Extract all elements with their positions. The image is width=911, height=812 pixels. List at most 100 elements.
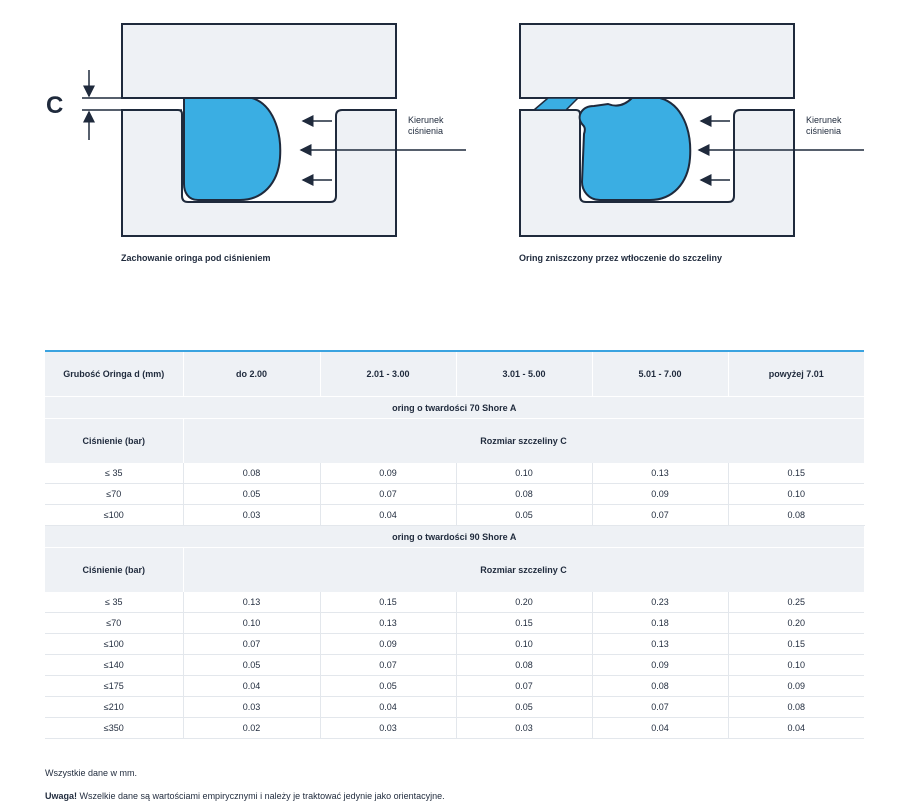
table-header-cell: Grubość Oringa d (mm) (45, 350, 184, 397)
gap-value-cell: 0.04 (320, 696, 457, 718)
caption-left: Zachowanie oringa pod ciśnieniem (121, 253, 271, 263)
oring-right-damaged (578, 97, 692, 201)
table-header-cell: 3.01 - 5.00 (456, 350, 593, 397)
pressure-cell: ≤ 35 (45, 463, 184, 484)
pressure-cell: ≤100 (45, 504, 184, 526)
pressure-label-line2: ciśnienia (806, 126, 842, 136)
section-title-row: oring o twardości 70 Shore A (45, 396, 865, 419)
units-note: Wszystkie dane w mm. (45, 768, 138, 778)
section-title: oring o twardości 90 Shore A (45, 525, 865, 548)
section-title-row: oring o twardości 90 Shore A (45, 525, 865, 548)
gap-value-cell: 0.05 (456, 696, 593, 718)
gap-value-cell: 0.10 (183, 612, 321, 634)
gap-size-label: Rozmiar szczeliny C (183, 418, 865, 463)
gap-value-cell: 0.20 (456, 592, 593, 613)
table-row: ≤140 0.05 0.07 0.08 0.09 0.10 (45, 654, 864, 676)
table-header-row: Grubość Oringa d (mm) do 2.00 2.01 - 3.00 3… (45, 350, 864, 397)
gap-value-cell: 0.08 (728, 696, 864, 718)
pressure-column-label: Ciśnienie (bar) (45, 418, 184, 463)
table-row: ≤210 0.03 0.04 0.05 0.07 0.08 (45, 696, 864, 718)
gap-value-cell: 0.05 (320, 675, 457, 697)
gap-value-cell: 0.13 (592, 633, 729, 655)
table-row: ≤ 35 0.08 0.09 0.10 0.13 0.15 (45, 463, 864, 484)
gap-value-cell: 0.04 (320, 504, 457, 526)
gap-value-cell: 0.09 (592, 483, 729, 505)
gap-value-cell: 0.15 (456, 612, 593, 634)
gap-value-cell: 0.15 (320, 592, 457, 613)
gap-value-cell: 0.07 (592, 696, 729, 718)
gap-value-cell: 0.08 (456, 483, 593, 505)
gap-value-cell: 0.23 (592, 592, 729, 613)
table-row: ≤70 0.05 0.07 0.08 0.09 0.10 (45, 483, 864, 505)
table-row: ≤100 0.07 0.09 0.10 0.13 0.15 (45, 633, 864, 655)
gap-value-cell: 0.25 (728, 592, 864, 613)
gap-value-cell: 0.15 (728, 463, 864, 484)
gap-value-cell: 0.07 (592, 504, 729, 526)
pressure-cell: ≤100 (45, 633, 184, 655)
gap-size-table: Grubość Oringa d (mm) do 2.00 2.01 - 3.00 3… (45, 350, 865, 739)
pressure-cell: ≤140 (45, 654, 184, 676)
gap-value-cell: 0.09 (728, 675, 864, 697)
gap-value-cell: 0.10 (456, 633, 593, 655)
gap-value-cell: 0.08 (728, 504, 864, 526)
gap-value-cell: 0.04 (592, 717, 729, 739)
housing-right (519, 109, 795, 237)
gap-value-cell: 0.09 (592, 654, 729, 676)
gap-value-cell: 0.08 (592, 675, 729, 697)
diagram-left (82, 23, 466, 237)
gap-value-cell: 0.02 (183, 717, 321, 739)
caption-right: Oring zniszczony przez wtłoczenie do szc… (519, 253, 723, 263)
table-row: ≤350 0.02 0.03 0.03 0.04 0.04 (45, 717, 864, 739)
gap-value-cell: 0.04 (728, 717, 864, 739)
gap-value-cell: 0.05 (456, 504, 593, 526)
gap-value-cell: 0.03 (320, 717, 457, 739)
table-row: ≤100 0.03 0.04 0.05 0.07 0.08 (45, 504, 864, 526)
gap-value-cell: 0.04 (183, 675, 321, 697)
housing-left (121, 109, 397, 237)
pressure-cell: ≤210 (45, 696, 184, 718)
gap-value-cell: 0.13 (592, 463, 729, 484)
pressure-cell: ≤ 35 (45, 592, 184, 613)
section-title: oring o twardości 70 Shore A (45, 396, 865, 419)
gap-value-cell: 0.07 (320, 654, 457, 676)
gap-value-cell: 0.15 (728, 633, 864, 655)
pressure-direction-label-right: Kierunek ciśnienia (806, 115, 842, 137)
oring-diagrams (82, 23, 864, 237)
warning-note: Uwaga! Wszelkie dane są wartościami empi… (45, 791, 445, 801)
pressure-direction-label-left: Kierunek ciśnienia (408, 115, 444, 137)
gap-c-label: C (46, 92, 64, 119)
pressure-cell: ≤70 (45, 483, 184, 505)
table-row: ≤ 35 0.13 0.15 0.20 0.23 0.25 (45, 592, 864, 613)
section-subheader-row: Ciśnienie (bar) Rozmiar szczeliny C (45, 418, 865, 463)
pressure-cell: ≤70 (45, 612, 184, 634)
extruded-oring (531, 97, 580, 111)
top-plate-left (121, 23, 397, 99)
pressure-cell: ≤175 (45, 675, 184, 697)
gap-value-cell: 0.10 (456, 463, 593, 484)
section-subheader-row: Ciśnienie (bar) Rozmiar szczeliny C (45, 547, 865, 592)
gap-value-cell: 0.07 (320, 483, 457, 505)
pressure-cell: ≤350 (45, 717, 184, 739)
gap-value-cell: 0.03 (183, 504, 321, 526)
table-row: ≤70 0.10 0.13 0.15 0.18 0.20 (45, 612, 864, 634)
gap-value-cell: 0.05 (183, 483, 321, 505)
top-plate-right (519, 23, 795, 99)
gap-value-cell: 0.05 (183, 654, 321, 676)
gap-size-label: Rozmiar szczeliny C (183, 547, 865, 592)
gap-value-cell: 0.07 (456, 675, 593, 697)
gap-value-cell: 0.10 (728, 483, 864, 505)
oring-left (183, 97, 282, 201)
table-header-cell: 2.01 - 3.00 (320, 350, 457, 397)
gap-value-cell: 0.07 (183, 633, 321, 655)
gap-value-cell: 0.20 (728, 612, 864, 634)
gap-value-cell: 0.03 (183, 696, 321, 718)
pressure-label-line1: Kierunek (806, 115, 842, 125)
table-header-cell: do 2.00 (183, 350, 321, 397)
gap-value-cell: 0.13 (320, 612, 457, 634)
table-header-cell: 5.01 - 7.00 (592, 350, 729, 397)
gap-value-cell: 0.09 (320, 633, 457, 655)
gap-value-cell: 0.03 (456, 717, 593, 739)
table-row: ≤175 0.04 0.05 0.07 0.08 0.09 (45, 675, 864, 697)
gap-value-cell: 0.08 (456, 654, 593, 676)
pressure-label-line2: ciśnienia (408, 126, 444, 136)
